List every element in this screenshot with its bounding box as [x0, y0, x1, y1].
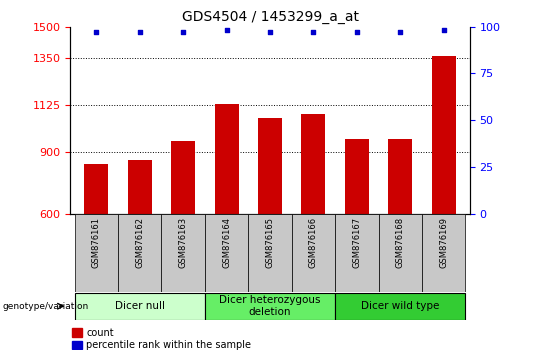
- Bar: [118, 214, 161, 292]
- Bar: [84, 164, 108, 339]
- Point: [92, 29, 100, 35]
- Point: [309, 29, 318, 35]
- Text: GSM876162: GSM876162: [135, 217, 144, 268]
- Bar: [75, 214, 118, 292]
- Text: Dicer heterozygous
deletion: Dicer heterozygous deletion: [219, 295, 321, 317]
- Point: [179, 29, 187, 35]
- Bar: [422, 214, 465, 292]
- Bar: [128, 160, 152, 339]
- Bar: [388, 139, 412, 339]
- Bar: [335, 293, 465, 320]
- Bar: [205, 214, 248, 292]
- Text: count: count: [86, 327, 114, 338]
- Text: GSM876166: GSM876166: [309, 217, 318, 268]
- Bar: [379, 214, 422, 292]
- Text: percentile rank within the sample: percentile rank within the sample: [86, 340, 251, 350]
- Bar: [214, 104, 239, 339]
- Text: GSM876168: GSM876168: [396, 217, 405, 268]
- Bar: [345, 139, 369, 339]
- Text: GSM876169: GSM876169: [439, 217, 448, 268]
- Point: [353, 29, 361, 35]
- Text: GSM876167: GSM876167: [353, 217, 361, 268]
- Text: genotype/variation: genotype/variation: [3, 302, 89, 311]
- Bar: [75, 293, 205, 320]
- Point: [440, 28, 448, 33]
- Bar: [248, 214, 292, 292]
- Bar: [292, 214, 335, 292]
- Point: [222, 28, 231, 33]
- Bar: [72, 341, 82, 349]
- Bar: [171, 141, 195, 339]
- Text: GSM876161: GSM876161: [92, 217, 101, 268]
- Bar: [205, 293, 335, 320]
- Text: GSM876164: GSM876164: [222, 217, 231, 268]
- Bar: [258, 118, 282, 339]
- Point: [136, 29, 144, 35]
- Point: [266, 29, 274, 35]
- Text: Dicer wild type: Dicer wild type: [361, 301, 440, 311]
- Bar: [301, 114, 326, 339]
- Text: GSM876165: GSM876165: [266, 217, 274, 268]
- Bar: [335, 214, 379, 292]
- Bar: [72, 328, 82, 337]
- Text: GSM876163: GSM876163: [179, 217, 187, 268]
- Text: Dicer null: Dicer null: [114, 301, 165, 311]
- Bar: [161, 214, 205, 292]
- Bar: [432, 56, 456, 339]
- Point: [396, 29, 404, 35]
- Title: GDS4504 / 1453299_a_at: GDS4504 / 1453299_a_at: [181, 10, 359, 24]
